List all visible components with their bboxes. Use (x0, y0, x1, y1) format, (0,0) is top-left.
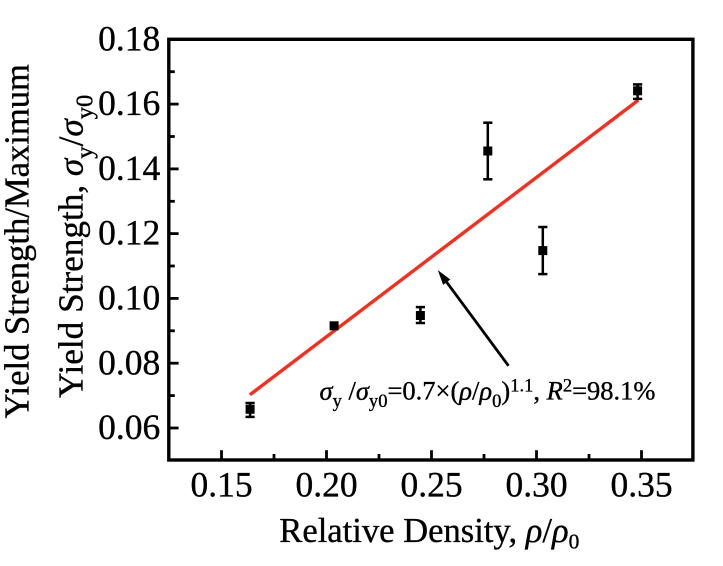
svg-text:0.25: 0.25 (400, 465, 462, 505)
svg-text:0.20: 0.20 (295, 465, 357, 505)
svg-text:0.08: 0.08 (98, 342, 160, 382)
svg-text:0.35: 0.35 (610, 465, 672, 505)
svg-text:0.10: 0.10 (98, 278, 160, 318)
svg-text:0.18: 0.18 (98, 18, 160, 58)
svg-text:0.14: 0.14 (98, 148, 160, 188)
svg-text:0.12: 0.12 (98, 213, 160, 253)
svg-text:0.16: 0.16 (98, 83, 160, 123)
svg-text:0.06: 0.06 (98, 407, 160, 447)
svg-text:0.30: 0.30 (505, 465, 567, 505)
svg-text:Yield Strength/Maximum: Yield Strength/Maximum (0, 64, 36, 419)
svg-text:0.15: 0.15 (190, 465, 252, 505)
svg-text:Relative Density, ρ/ρ0: Relative Density, ρ/ρ0 (279, 512, 579, 553)
